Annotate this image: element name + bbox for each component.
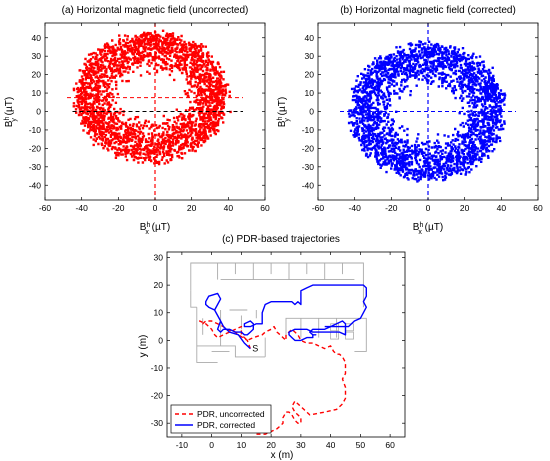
panel-c-y-tick-label: 30 xyxy=(154,253,164,263)
panel-b-title: (b) Horizontal magnetic field (corrected… xyxy=(340,5,516,16)
panel-c-y-tick-label: -30 xyxy=(151,418,164,428)
panel-b-y-tick-label: 20 xyxy=(305,70,315,80)
panel-b-x-tick-label: -40 xyxy=(349,203,362,213)
panel-c-x-tick-label: -10 xyxy=(176,440,189,450)
panel-b-y-tick-label: -20 xyxy=(302,143,315,153)
panel-a-ylabel: Bhy (µT) xyxy=(4,97,18,127)
panel-b-y-tick-label: 40 xyxy=(305,33,315,43)
panel-b-x-tick-label: 60 xyxy=(533,203,543,213)
panel-b-y-tick-label: 30 xyxy=(305,51,315,61)
panel-c-x-tick-label: 60 xyxy=(385,440,395,450)
panel-c-xlabel: x (m) xyxy=(271,450,294,461)
panel-a-title: (a) Horizontal magnetic field (uncorrect… xyxy=(62,5,249,16)
panel-b-y-tick-label: -10 xyxy=(302,125,315,135)
panel-c-plot-frame xyxy=(166,251,406,438)
panel-a-y-tick-label: 40 xyxy=(32,33,42,43)
panel-b-x-tick-label: 20 xyxy=(460,203,470,213)
panel-b-x-tick-label: -20 xyxy=(385,203,398,213)
floor-plan-wall xyxy=(196,345,266,358)
panel-b-y-tick-label: -40 xyxy=(302,180,315,190)
panel-a-y-tick-label: -40 xyxy=(29,180,42,190)
panel-b-data-points xyxy=(347,40,507,183)
panel-b-ylabel: Bhy (µT) xyxy=(277,97,291,127)
trajectory-corrected-line xyxy=(205,284,367,350)
panel-a-scatter-chart: (a) Horizontal magnetic field (uncorrect… xyxy=(4,5,270,236)
panel-a-y-tick-label: 20 xyxy=(32,70,42,80)
panel-a-x-tick-label: -40 xyxy=(76,203,89,213)
panel-a-x-tick-label: 60 xyxy=(260,203,270,213)
panel-c-title: (c) PDR-based trajectories xyxy=(222,234,340,245)
panel-b-x-tick-label: -60 xyxy=(312,203,325,213)
panel-b-scatter-chart: (b) Horizontal magnetic field (corrected… xyxy=(277,5,543,236)
panel-c-y-tick-label: 10 xyxy=(154,308,164,318)
panel-c-y-tick-label: -10 xyxy=(151,363,164,373)
panel-c-trajectory-chart: (c) PDR-based trajectories -10 0 10 20 30 40 5… xyxy=(138,234,406,461)
legend-label-uncorrected: PDR, uncorrected xyxy=(197,409,265,419)
panel-c-x-tick-label: 0 xyxy=(209,440,214,450)
legend-box xyxy=(170,404,272,434)
floor-plan-wall xyxy=(196,307,218,363)
panel-a-y-tick-label: -10 xyxy=(29,125,42,135)
panel-c-y-tick-label: 20 xyxy=(154,280,164,290)
panel-a-data-points xyxy=(72,29,232,166)
panel-c-x-tick-label: 40 xyxy=(326,440,336,450)
panel-b-y-tick-label: -30 xyxy=(302,162,315,172)
floor-plan-wall xyxy=(285,317,367,352)
panel-c-x-tick-label: 10 xyxy=(237,440,247,450)
start-marker-label: S xyxy=(252,344,258,354)
panel-b-x-tick-label: 0 xyxy=(426,203,431,213)
legend-label-corrected: PDR, corrected xyxy=(197,420,255,430)
panel-a-x-tick-label: 40 xyxy=(224,203,234,213)
panel-a-xlabel: Bh x (µT) xyxy=(140,222,170,236)
panel-c-x-tick-label: 20 xyxy=(266,440,276,450)
panel-c-y-tick-label: -20 xyxy=(151,391,164,401)
floor-plan-room xyxy=(345,331,354,340)
panel-a-y-tick-label: 10 xyxy=(32,88,42,98)
panel-b-y-tick-label: 0 xyxy=(309,107,314,117)
trajectory-uncorrected-line xyxy=(199,320,347,435)
floor-plan-outline xyxy=(190,262,367,363)
panel-c-x-tick-label: 50 xyxy=(356,440,366,450)
panel-b-x-tick-label: 40 xyxy=(497,203,507,213)
panel-a-x-tick-label: -20 xyxy=(112,203,125,213)
panel-c-x-tick-label: 30 xyxy=(296,440,306,450)
panel-a-x-tick-label: 20 xyxy=(187,203,197,213)
panel-a-y-tick-label: -20 xyxy=(29,143,42,153)
panel-a-y-tick-label: 0 xyxy=(36,107,41,117)
floor-plan-room xyxy=(330,331,340,340)
floor-plan-wall xyxy=(190,290,197,308)
panel-b-y-tick-label: 10 xyxy=(305,88,315,98)
panel-c-y-tick-label: 0 xyxy=(158,335,163,345)
panel-a-x-tick-label: -60 xyxy=(39,203,52,213)
panel-c-ylabel: y (m) xyxy=(138,335,149,358)
panel-a-y-tick-label: -30 xyxy=(29,162,42,172)
panel-b-xlabel: Bh x (µT) xyxy=(413,222,443,236)
panel-a-y-tick-label: 30 xyxy=(32,51,42,61)
panel-a-x-tick-label: 0 xyxy=(153,203,158,213)
